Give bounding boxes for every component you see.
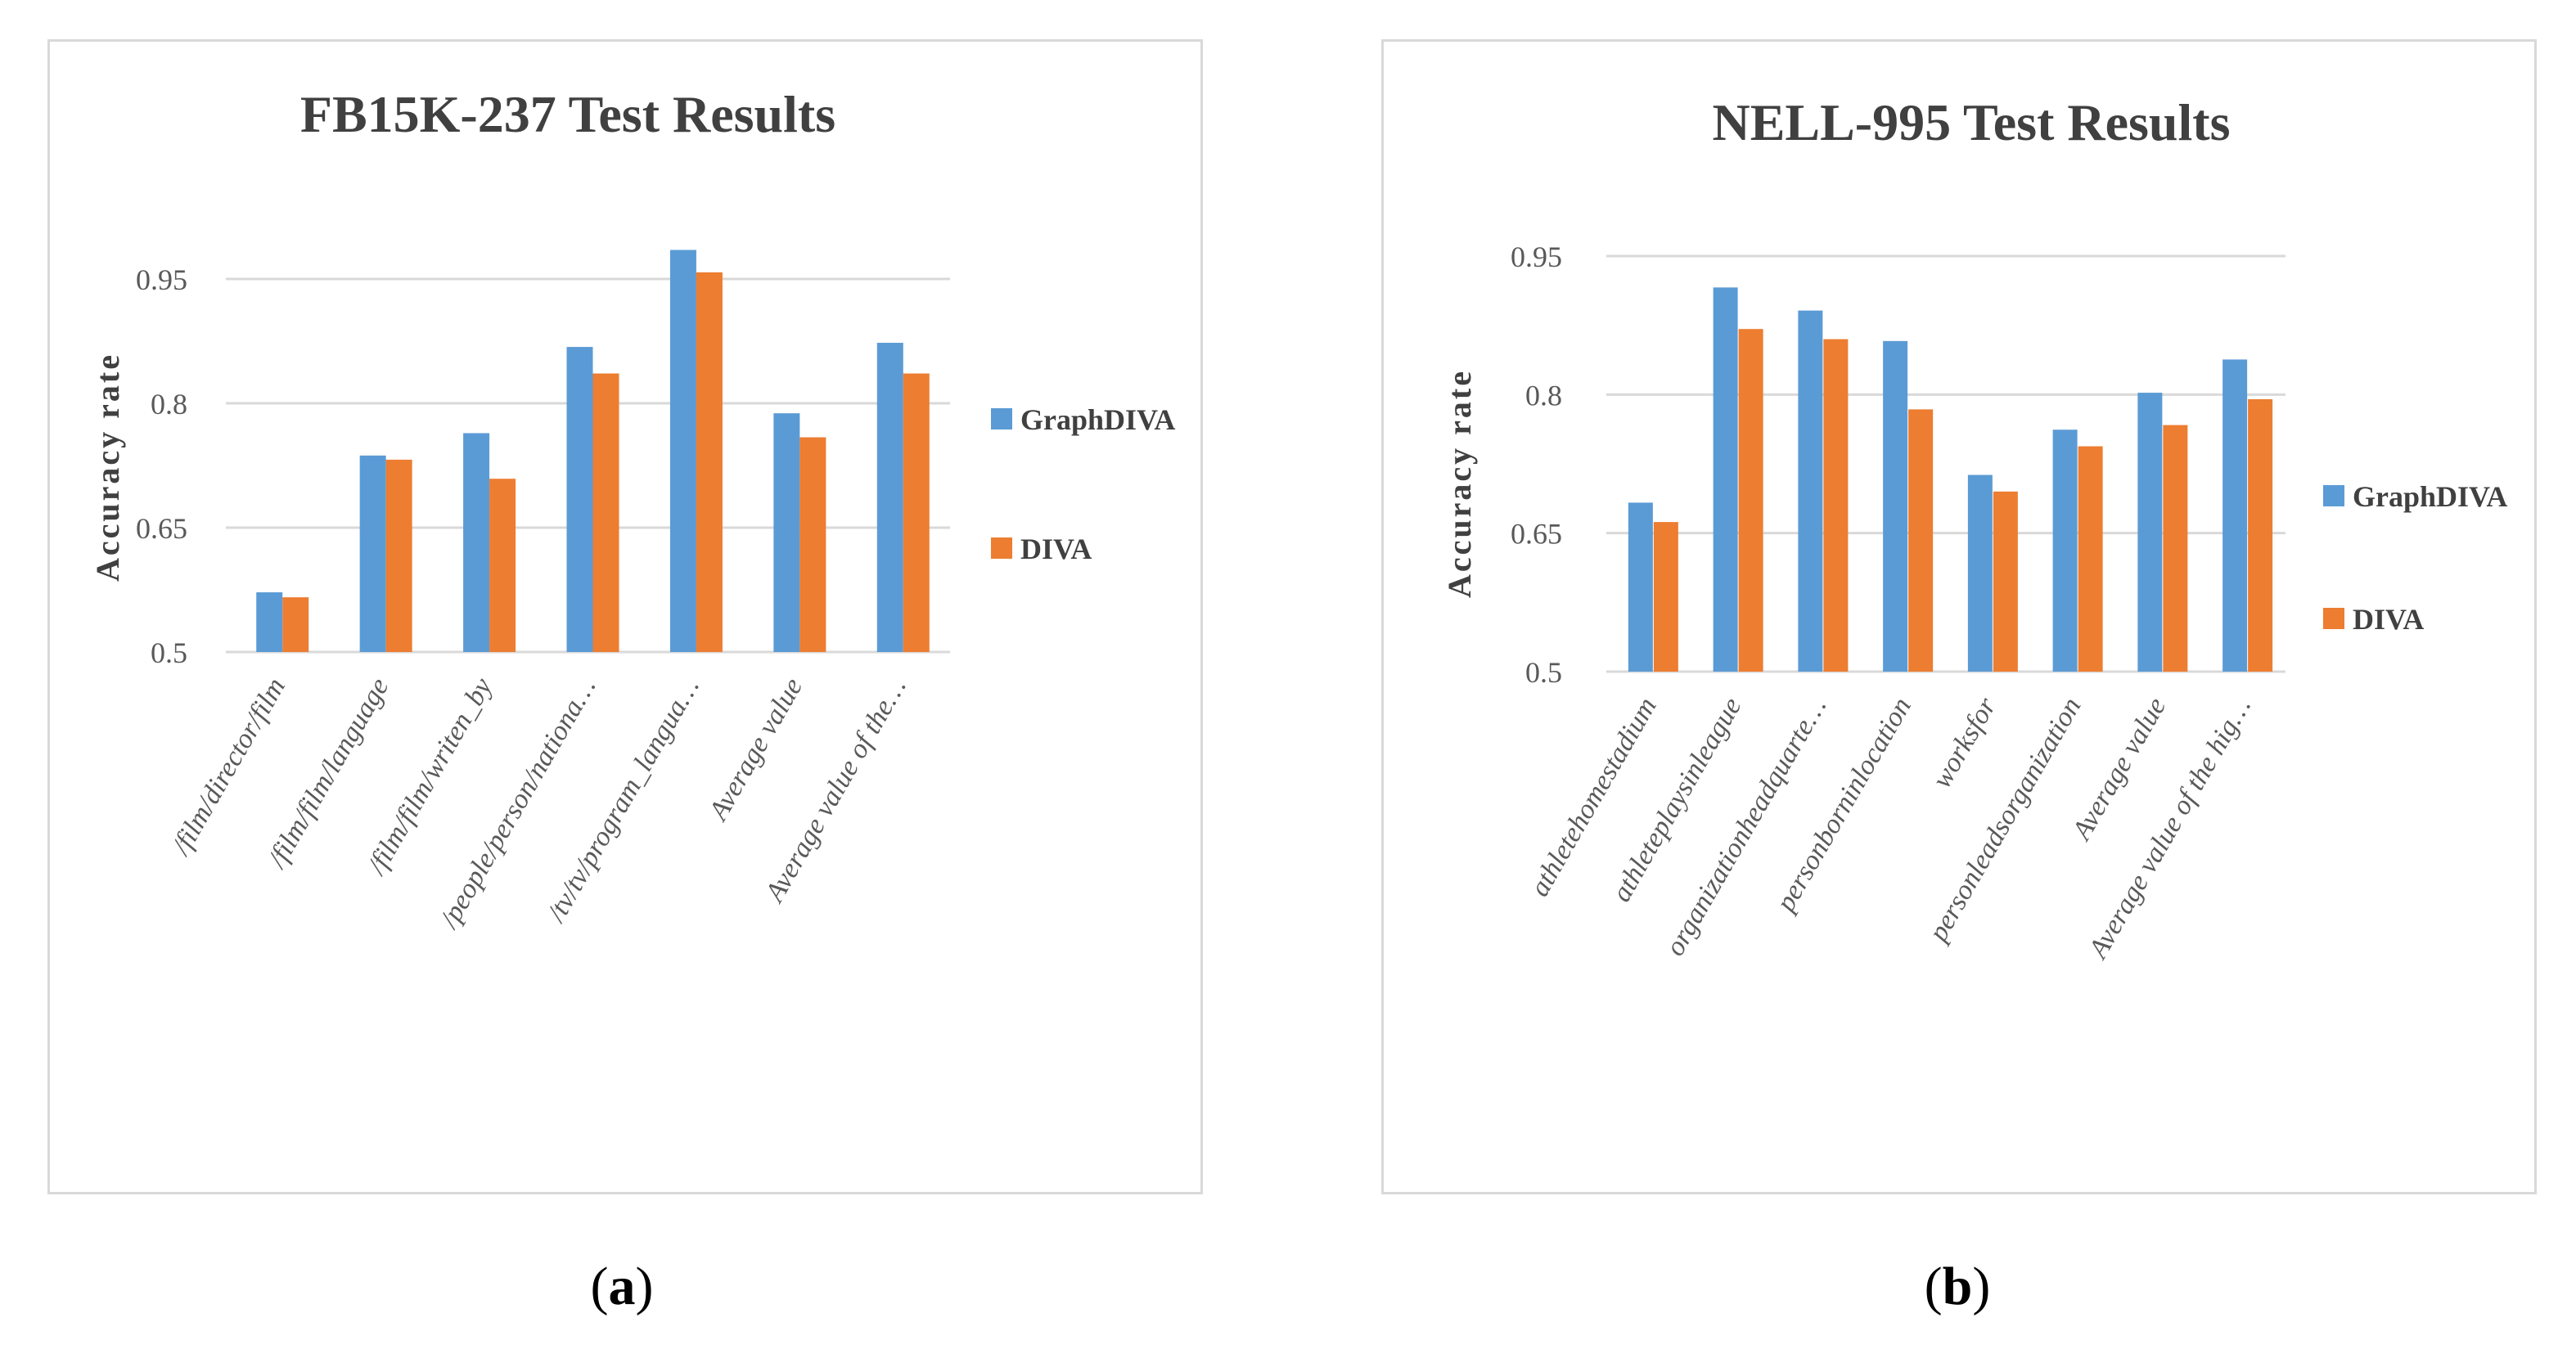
chart-b-y-tick-label: 0.95 bbox=[1511, 241, 1562, 273]
caption-b-letter: b bbox=[1942, 1257, 1973, 1316]
chart-b-bar-diva bbox=[1908, 409, 1934, 672]
chart-b-bar-graphdiva bbox=[1883, 340, 1908, 672]
caption-b: (b) bbox=[1924, 1257, 1991, 1316]
chart-a-bar-graphdiva bbox=[773, 413, 800, 652]
chart-a-y-tick-label: 0.65 bbox=[136, 512, 187, 545]
chart-b-legend-swatch-diva bbox=[2323, 608, 2344, 629]
chart-a-x-tick-label: /film/director/film bbox=[165, 673, 291, 861]
chart-b-bar-diva bbox=[1653, 522, 1678, 672]
chart-a-bar-graphdiva bbox=[876, 343, 903, 652]
chart-a-bar-diva bbox=[489, 479, 516, 652]
chart-a-bar-graphdiva bbox=[463, 433, 490, 652]
chart-b-legend-swatch-graphdiva bbox=[2323, 485, 2344, 506]
chart-a-bar-diva bbox=[592, 373, 619, 652]
chart-b-bar-graphdiva bbox=[2222, 359, 2248, 672]
chart-b-bar-diva bbox=[2078, 446, 2103, 672]
chart-b-bar-diva bbox=[2248, 398, 2273, 672]
chart-a-legend-swatch-diva bbox=[991, 537, 1012, 559]
chart-a-x-tick-label: Average value bbox=[702, 673, 808, 827]
chart-b-y-tick-label: 0.65 bbox=[1511, 518, 1562, 551]
caption-a-letter: a bbox=[608, 1257, 636, 1316]
chart-b-x-tick-label: organizationheadquarte… bbox=[1660, 693, 1832, 961]
chart-b-y-axis-label: Accuracy rate bbox=[1441, 369, 1478, 598]
chart-a-svg: FB15K-237 Test Results Accuracy rate 0.5 0.… bbox=[89, 85, 1175, 934]
chart-a-bar-graphdiva bbox=[256, 592, 283, 652]
caption-a: (a) bbox=[590, 1257, 654, 1316]
chart-b-bar-diva bbox=[1823, 339, 1849, 672]
chart-b-bar-graphdiva bbox=[2052, 429, 2078, 672]
chart-b-legend-label: DIVA bbox=[2353, 603, 2424, 636]
chart-b-bar-graphdiva bbox=[1628, 502, 1653, 672]
chart-a-legend-label: GraphDIVA bbox=[1020, 403, 1175, 436]
chart-b-y-tick-label: 0.5 bbox=[1525, 656, 1562, 689]
chart-b-bar-graphdiva bbox=[2137, 393, 2163, 672]
chart-b-title: NELL-995 Test Results bbox=[1713, 93, 2231, 151]
chart-a-bar-graphdiva bbox=[669, 250, 696, 652]
chart-b-svg: NELL-995 Test Results Accuracy rate 0.5 0.6… bbox=[1441, 93, 2507, 965]
chart-a-bar-graphdiva bbox=[566, 347, 593, 652]
chart-panel-b: NELL-995 Test Results Accuracy rate 0.5 0.6… bbox=[1381, 39, 2537, 1194]
chart-a-bar-diva bbox=[696, 272, 723, 652]
chart-a-legend-label: DIVA bbox=[1020, 533, 1092, 565]
chart-a-bar-diva bbox=[903, 373, 930, 652]
chart-a-bar-graphdiva bbox=[359, 455, 386, 652]
chart-a-y-tick-label: 0.5 bbox=[151, 636, 187, 669]
chart-b-bar-diva bbox=[2163, 425, 2188, 672]
chart-a-y-axis-label: Accuracy rate bbox=[89, 353, 126, 582]
chart-a-bar-diva bbox=[385, 459, 412, 652]
chart-b-bar-graphdiva bbox=[1798, 310, 1823, 672]
chart-b-legend-label: GraphDIVA bbox=[2353, 480, 2507, 513]
chart-b-bar-diva bbox=[1993, 491, 2018, 672]
chart-a-bar-diva bbox=[282, 597, 309, 652]
chart-b-x-tick-label: personleadsorganization bbox=[1922, 693, 2087, 948]
chart-a-y-tick-label: 0.95 bbox=[136, 263, 187, 296]
chart-b-bar-graphdiva bbox=[1713, 287, 1738, 672]
chart-panel-a: FB15K-237 Test Results Accuracy rate 0.5 0.… bbox=[47, 39, 1203, 1194]
chart-b-x-tick-label: worksfor bbox=[1926, 692, 2002, 794]
chart-b-x-tick-label: Average value of the hig… bbox=[2083, 693, 2257, 965]
chart-b-y-tick-label: 0.8 bbox=[1525, 379, 1562, 411]
chart-a-legend-swatch-graphdiva bbox=[991, 408, 1012, 429]
chart-a-title: FB15K-237 Test Results bbox=[300, 85, 835, 143]
chart-a-y-tick-label: 0.8 bbox=[151, 388, 187, 420]
chart-b-bar-diva bbox=[1738, 329, 1763, 672]
chart-a-bar-diva bbox=[799, 437, 826, 652]
chart-b-bar-graphdiva bbox=[1967, 474, 1993, 672]
